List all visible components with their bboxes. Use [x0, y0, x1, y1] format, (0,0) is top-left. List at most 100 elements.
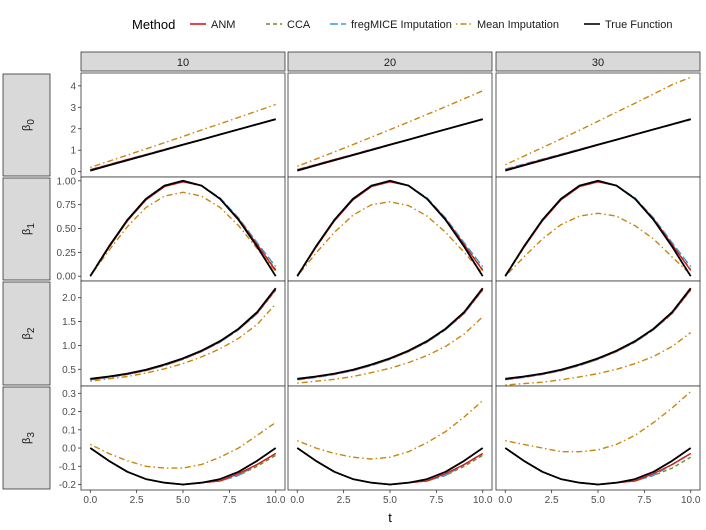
series-line-true-function [89, 447, 277, 486]
series-line-mean-imputation [296, 201, 484, 277]
strip-row-beta0 [2, 73, 51, 177]
legend: Method ANM CCA fregMICE Imputation Mean Imp… [132, 17, 672, 32]
panel-series-beta2-col10 [90, 287, 277, 382]
panel-series-beta1-col30 [504, 179, 692, 277]
panel-series-beta0-col10 [90, 103, 276, 172]
series-line-true-function [504, 447, 692, 486]
x-tick-label: 10.0 [473, 495, 493, 506]
y-tick-label-beta1: 1.00 [57, 176, 77, 187]
legend-label-mean-imputation: Mean Imputation [477, 19, 559, 31]
series-line-true-function [296, 447, 484, 486]
legend-label-fregmice-imputation: fregMICE Imputation [351, 19, 452, 31]
y-tick-label-beta0: 4 [70, 81, 76, 92]
strip-column-30 [495, 51, 701, 72]
legend-label-anm: ANM [211, 19, 235, 31]
strip-row-label-beta3: β3 [21, 432, 37, 444]
strip-row-label-beta0: β0 [21, 119, 37, 131]
x-tick-label: 2.5 [337, 495, 351, 506]
series-line-mean-imputation [89, 421, 277, 469]
series-line-true-function [505, 287, 692, 380]
legend-label-true-function: True Function [605, 19, 672, 31]
x-tick-label: 7.5 [222, 495, 236, 506]
y-tick-label-beta2: 0.5 [62, 365, 76, 376]
strip-column-20 [287, 51, 493, 72]
series-line-mean-imputation [90, 103, 276, 169]
x-tick-label: 2.5 [545, 495, 559, 506]
y-tick-label-beta3: 0.1 [62, 425, 76, 436]
x-tick-label: 10.0 [681, 495, 701, 506]
y-tick-label-beta1: 0.75 [57, 200, 77, 211]
y-tick-label-beta0: 0 [70, 167, 76, 178]
panel-series-beta0-col20 [297, 90, 483, 172]
panel-bg-beta2-col30 [496, 281, 700, 386]
y-tick-label-beta3: 0.3 [62, 389, 76, 400]
series-line-true-function [296, 179, 484, 277]
panel-bg-beta1-col10 [81, 177, 285, 281]
panel-bg-beta2-col10 [81, 281, 285, 386]
y-tick-label-beta3: 0.2 [62, 407, 76, 418]
series-line-true-function [297, 287, 484, 380]
y-tick-label-beta1: 0.25 [57, 248, 77, 259]
series-line-true-function [90, 118, 276, 172]
panel-bg-beta2-col20 [288, 281, 492, 386]
panel-series-beta3-col20 [296, 400, 484, 486]
panel-series-beta3-col30 [504, 390, 692, 486]
strip-row-label-beta2: β2 [21, 327, 37, 339]
panel-series-beta2-col30 [505, 287, 692, 386]
panel-bg-beta3-col20 [288, 386, 492, 490]
x-tick-label: 0.0 [498, 495, 512, 506]
strip-row-beta1 [2, 177, 51, 281]
strip-row-beta3 [2, 386, 51, 490]
x-tick-label: 5.0 [176, 495, 190, 506]
panel-series-beta1-col20 [296, 179, 484, 277]
y-tick-label-beta0: 3 [70, 103, 76, 114]
panel-bg-beta1-col20 [288, 177, 492, 281]
series-line-true-function [505, 118, 691, 172]
plot-panels: 10 20 30 β0 β1 β2 β3 0 1 2 3 4 0.00 0.25 0.50 0.75 1.00 0… [2, 51, 701, 506]
panel-series-beta0-col30 [505, 76, 691, 172]
series-line-mean-imputation [297, 400, 484, 460]
strip-column-label-30: 30 [592, 57, 604, 69]
series-line-mean-imputation [504, 212, 692, 277]
series-line-true-function [504, 179, 692, 277]
x-tick-label: 0.0 [290, 495, 304, 506]
y-tick-label-beta3: 0.0 [62, 444, 76, 455]
y-tick-label-beta1: 0.00 [57, 272, 77, 283]
series-line-true-function [90, 287, 277, 380]
x-tick-label: 0.0 [83, 495, 97, 506]
series-line-mean-imputation [505, 76, 691, 166]
strip-column-label-10: 10 [177, 57, 189, 69]
y-tick-label-beta3: -0.1 [59, 462, 77, 473]
panel-bg-beta1-col30 [496, 177, 700, 281]
legend-title: Method [132, 17, 175, 32]
x-axis-title: t [388, 510, 392, 525]
y-tick-label-beta2: 1.5 [62, 317, 76, 328]
y-tick-label-beta0: 2 [70, 124, 76, 135]
y-tick-label-beta1: 0.50 [57, 224, 77, 235]
legend-label-cca: CCA [287, 19, 311, 31]
strip-column-10 [80, 51, 286, 72]
series-line-mean-imputation [89, 191, 277, 277]
series-line-mean-imputation [297, 90, 483, 167]
y-tick-label-beta0: 1 [70, 146, 76, 157]
strip-row-beta2 [2, 281, 51, 386]
series-line-mean-imputation [505, 331, 692, 386]
x-tick-label: 7.5 [637, 495, 651, 506]
series-line-mean-imputation [90, 303, 277, 382]
strip-row-label-beta1: β1 [21, 223, 37, 235]
x-tick-label: 2.5 [130, 495, 144, 506]
panel-series-beta1-col10 [89, 179, 277, 277]
panel-bg-beta3-col10 [81, 386, 285, 490]
y-tick-label-beta3: -0.2 [59, 480, 77, 491]
strip-column-label-20: 20 [384, 57, 396, 69]
series-line-true-function [297, 118, 483, 172]
x-tick-label: 5.0 [383, 495, 397, 506]
y-tick-label-beta2: 2.0 [62, 293, 76, 304]
x-tick-label: 10.0 [266, 495, 286, 506]
panel-series-beta2-col20 [297, 287, 484, 384]
panel-series-beta3-col10 [89, 421, 277, 486]
panel-bg-beta3-col30 [496, 386, 700, 490]
x-tick-label: 5.0 [591, 495, 605, 506]
y-tick-label-beta2: 1.0 [62, 341, 76, 352]
